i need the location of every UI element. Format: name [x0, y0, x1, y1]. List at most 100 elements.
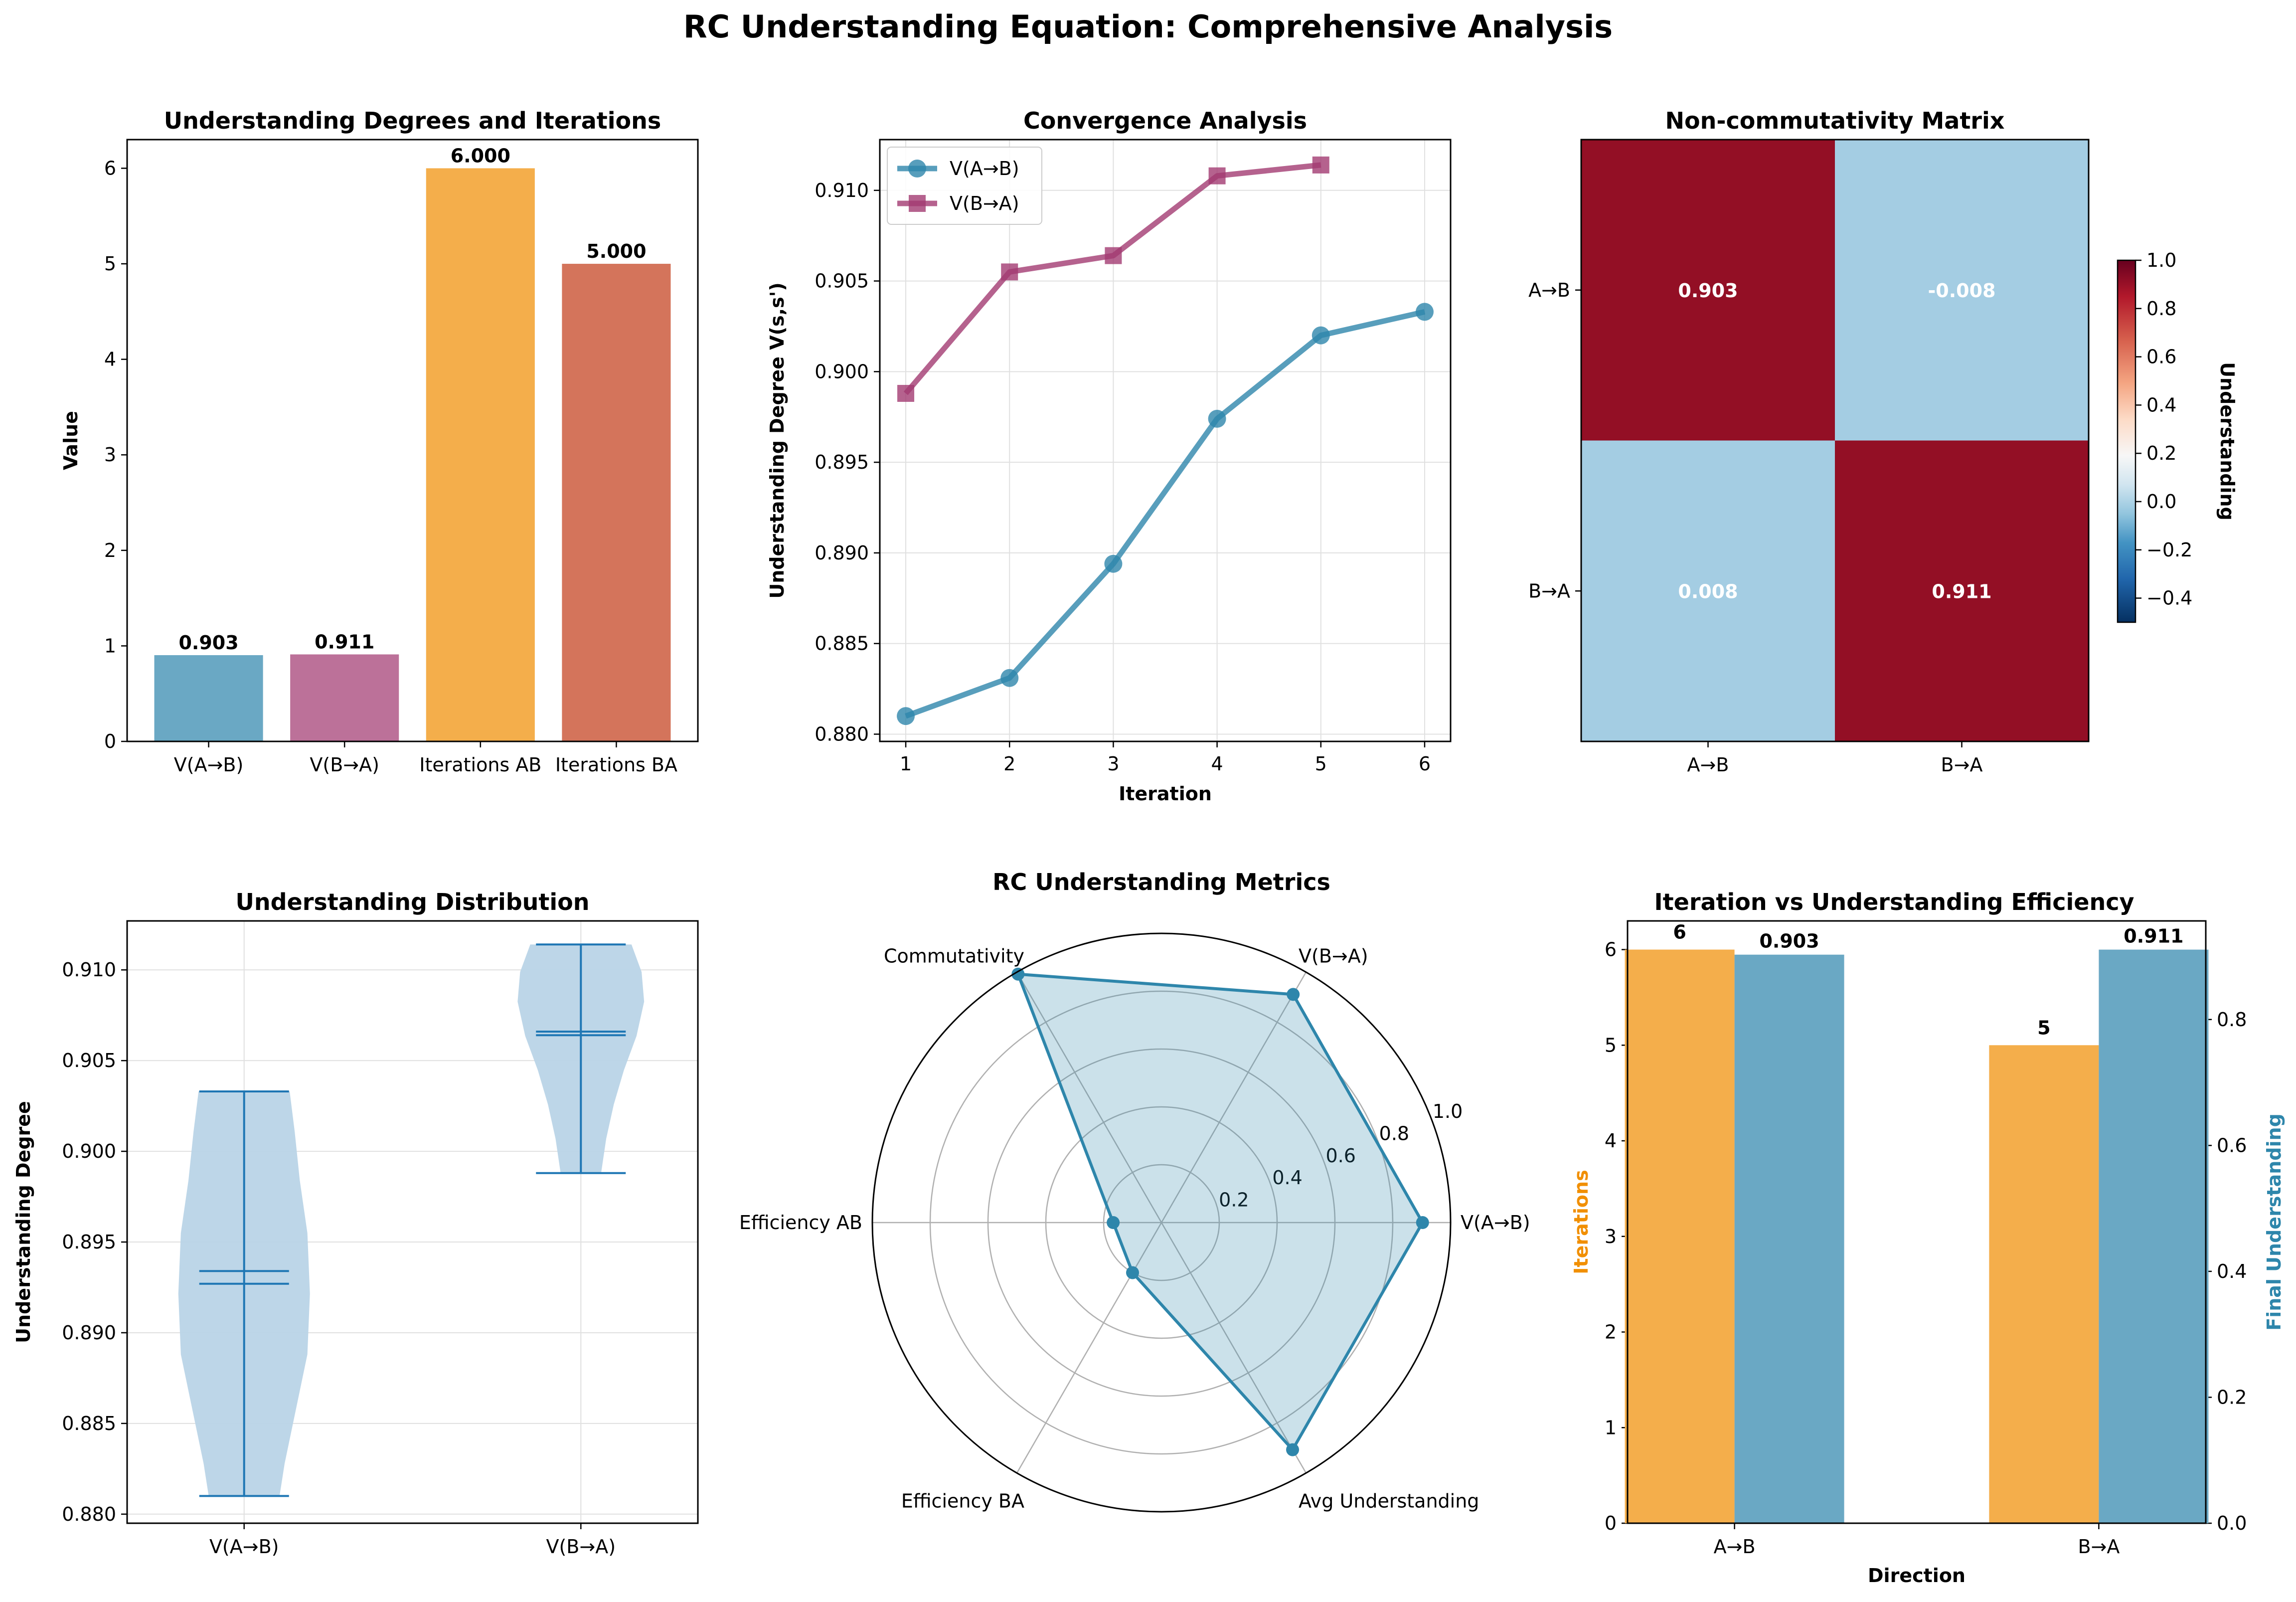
- line1-point: [1104, 554, 1123, 573]
- radar1-point: [1126, 1266, 1139, 1279]
- heat1-col-label: A→B: [1687, 754, 1729, 776]
- line1-ytick-label: 0.905: [815, 270, 869, 292]
- heat1-cell: [1835, 440, 2089, 741]
- dual1-left-ytick-label: 4: [1605, 1130, 1617, 1152]
- bar1-xtick-label: Iterations AB: [419, 754, 541, 776]
- line1-point: [1208, 167, 1226, 184]
- heat1-colorbar-tick-label: 0.0: [2146, 491, 2176, 513]
- line1-legend-marker: [909, 195, 926, 212]
- radar1-spoke: [1160, 1222, 1307, 1473]
- dual1-iterations-bar: [1989, 1045, 2099, 1523]
- violin1-axes-frame: [126, 920, 699, 1524]
- heat1-cell: [1581, 140, 1835, 441]
- line1-ytick-label: 0.885: [815, 633, 869, 655]
- bar1-ylabel: Value: [60, 411, 82, 470]
- heat1-colorbar-tick-label: 0.6: [2146, 346, 2176, 368]
- heat1-cell-label: 0.008: [1678, 580, 1738, 602]
- heat1-row-label: B→A: [1528, 580, 1570, 602]
- violin1-title: Understanding Distribution: [235, 889, 589, 915]
- radar1-category-label: V(B→A): [1299, 945, 1368, 967]
- radar1-category-label: Efficiency AB: [739, 1212, 862, 1234]
- radar1-spoke: [1016, 1222, 1162, 1473]
- line1-point: [1312, 326, 1330, 345]
- bar1-bar: [426, 168, 535, 741]
- line1-xlabel: Iteration: [1119, 783, 1212, 805]
- line1-xtick-label: 4: [1211, 753, 1223, 775]
- line1-legend-label: V(A→B): [950, 158, 1019, 179]
- dual1-ylabel-right: Final Understanding: [2263, 1113, 2285, 1331]
- violin1-ytick-label: 0.890: [62, 1322, 116, 1344]
- radar1-point: [1416, 1216, 1429, 1229]
- bar1-xtick-label: V(A→B): [174, 754, 244, 776]
- line1-point: [897, 384, 915, 402]
- dual1-left-ytick-label: 5: [1605, 1034, 1617, 1056]
- heat1-axes-frame: [1580, 139, 2090, 742]
- heat1-colorbar-tick-label: 0.2: [2146, 442, 2176, 464]
- radar1-category-label: Avg Understanding: [1299, 1490, 1479, 1512]
- radar1-rtick-label: 0.2: [1219, 1189, 1249, 1211]
- heat1-cell: [1581, 440, 1835, 741]
- line1-legend-label: V(B→A): [950, 192, 1019, 214]
- panel-noncommutativity: 0.903 -0.008 0.008 0.911 A→B B→A A→B B→A Non-com…: [1528, 107, 2238, 776]
- heat1-colorbar: [2117, 259, 2136, 623]
- bar1-bar: [290, 654, 399, 741]
- radar1-category-label: Commutativity: [884, 945, 1024, 967]
- dual1-xlabel: Direction: [1868, 1565, 1966, 1587]
- panel-radar-metrics: 0.2 0.4 0.6 0.8 1.0 V(A→B) V(B→A) Commutativity…: [739, 869, 1530, 1513]
- panel-convergence: 1 2 3 4 5 6 0.880 0.885 0.890 0.895 0.900 0.905 0.91…: [766, 107, 1452, 805]
- dual1-iterations-bar: [1625, 949, 1735, 1523]
- bar1-ytick-label: 4: [104, 349, 116, 370]
- bar1-data-label: 6.000: [451, 145, 510, 167]
- line1-ylabel: Understanding Degree V(s,s'): [766, 282, 788, 598]
- line1-ytick-label: 0.895: [815, 451, 869, 473]
- line1-xtick-label: 6: [1419, 753, 1431, 775]
- line1-ytick-label: 0.900: [815, 360, 869, 382]
- bar1-title: Understanding Degrees and Iterations: [164, 107, 661, 134]
- dual1-title: Iteration vs Understanding Efficiency: [1654, 889, 2134, 915]
- bar1-bar: [154, 655, 263, 741]
- heat1-cell-label: 0.903: [1678, 280, 1738, 302]
- dual1-left-ytick-label: 2: [1605, 1321, 1617, 1343]
- dual1-iterations-data-label: 6: [1673, 921, 1686, 943]
- dual1-understanding-data-label: 0.903: [1759, 930, 1819, 952]
- line1-ytick-label: 0.890: [815, 542, 869, 564]
- radar1-spoke: [1160, 972, 1307, 1223]
- panel-distribution: 0.880 0.885 0.890 0.895 0.900 0.905 0.910 V(A→B…: [12, 889, 699, 1558]
- violin1-ytick-label: 0.880: [62, 1503, 116, 1525]
- dual1-right-ytick-label: 0.2: [2217, 1386, 2247, 1408]
- line1-legend-marker: [908, 160, 926, 178]
- line1-point: [1312, 156, 1329, 174]
- bar1-ytick-label: 0: [104, 730, 116, 752]
- bar1-xtick-label: Iterations BA: [555, 754, 677, 776]
- line1-title: Convergence Analysis: [1023, 107, 1307, 134]
- heat1-title: Non-commutativity Matrix: [1665, 107, 2005, 134]
- violin1-ytick-label: 0.885: [62, 1413, 116, 1434]
- line1-xtick-label: 2: [1003, 753, 1015, 775]
- radar1-point: [1287, 988, 1300, 1001]
- radar1-outer-frame: [871, 932, 1452, 1513]
- bar1-ytick-label: 3: [104, 444, 116, 466]
- bar1-data-label: 5.000: [586, 240, 646, 262]
- dual1-axes-frame: [1627, 920, 2207, 1524]
- violin1-ytick-label: 0.900: [62, 1140, 116, 1162]
- bar1-ytick-label: 2: [104, 539, 116, 561]
- line1-series-line: [905, 309, 1426, 719]
- dual1-understanding-bar: [1734, 954, 1844, 1523]
- violin1-ylabel: Understanding Degree: [12, 1101, 34, 1343]
- dual1-xtick-label: B→A: [2078, 1536, 2120, 1558]
- heat1-colorbar-tick-label: 1.0: [2146, 249, 2176, 271]
- dual1-iterations-data-label: 5: [2037, 1017, 2050, 1039]
- violin1-ytick-label: 0.910: [62, 959, 116, 981]
- heat1-colorbar-label: Understanding: [2216, 362, 2238, 521]
- dual1-right-ytick-label: 0.8: [2217, 1009, 2247, 1031]
- line1-xtick-label: 1: [900, 753, 912, 775]
- heat1-cell: [1835, 140, 2089, 441]
- heat1-col-label: B→A: [1941, 754, 1983, 776]
- radar1-category-label: V(A→B): [1461, 1212, 1530, 1234]
- line1-ytick-label: 0.880: [815, 723, 869, 745]
- bar1-ytick-label: 6: [104, 157, 116, 179]
- dual1-ylabel-left: Iterations: [1570, 1170, 1592, 1274]
- bar1-axes-frame: [126, 139, 699, 742]
- dual1-left-ytick-label: 6: [1605, 939, 1617, 961]
- bar1-bar: [562, 264, 671, 741]
